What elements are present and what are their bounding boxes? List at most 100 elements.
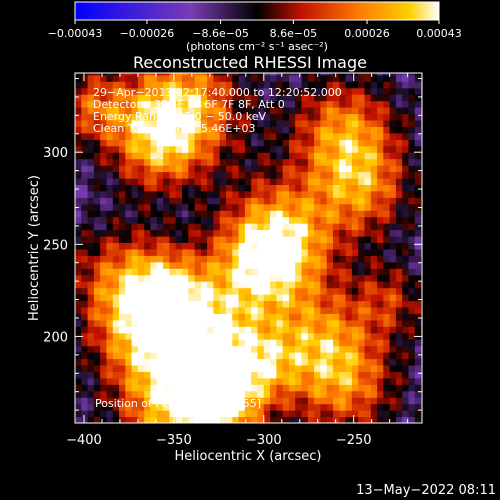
heatmap-cell [333, 132, 340, 140]
heatmap-cell [87, 261, 95, 269]
heatmap-cell [219, 216, 227, 224]
heatmap-cell [156, 390, 164, 398]
heatmap-cell [402, 178, 410, 185]
heatmap-cell [414, 287, 422, 295]
heatmap-cell [333, 74, 340, 82]
colorbar-tick-label: 0.00026 [344, 27, 390, 40]
heatmap-cell [175, 319, 183, 327]
heatmap-cell [314, 139, 321, 147]
heatmap-cell [358, 216, 366, 224]
heatmap-cell [282, 74, 290, 82]
heatmap-cell [100, 145, 108, 153]
heatmap-cell [251, 171, 259, 179]
heatmap-cell [339, 126, 347, 134]
heatmap-cell [150, 203, 158, 211]
heatmap-cell [402, 365, 410, 372]
heatmap-cell [263, 339, 271, 347]
heatmap-cell [389, 203, 397, 211]
heatmap-cell [163, 416, 170, 423]
heatmap-cell [182, 377, 189, 385]
colorbar-tick-label: 8.6e−05 [270, 27, 317, 40]
heatmap-cell [301, 416, 309, 423]
heatmap-cell [389, 74, 397, 82]
heatmap-cell [150, 139, 158, 147]
heatmap-cell [238, 274, 246, 282]
heatmap-cell [295, 319, 303, 327]
heatmap-cell [351, 120, 359, 127]
heatmap-cell [226, 352, 233, 360]
heatmap-cell [175, 313, 183, 321]
heatmap-cell [251, 268, 259, 276]
heatmap-cell [314, 113, 321, 121]
heatmap-cell [333, 113, 340, 121]
heatmap-cell [119, 120, 126, 127]
heatmap-cell [320, 306, 328, 314]
heatmap-cell [238, 390, 246, 398]
heatmap-cell [377, 132, 384, 140]
heatmap-cell [106, 287, 114, 295]
heatmap-cell [389, 371, 397, 379]
heatmap-cell [339, 190, 347, 198]
heatmap-cell [75, 248, 82, 256]
heatmap-cell [119, 358, 126, 366]
heatmap-cell [219, 397, 227, 405]
heatmap-cell [87, 416, 95, 423]
heatmap-cell [364, 390, 372, 398]
heatmap-cell [131, 132, 139, 140]
heatmap-cell [395, 384, 403, 392]
heatmap-cell [244, 203, 252, 211]
heatmap-cell [345, 152, 353, 160]
heatmap-cell [232, 139, 240, 147]
heatmap-cell [270, 210, 277, 218]
heatmap-cell [207, 158, 214, 166]
heatmap-cell [169, 390, 177, 398]
heatmap-cell [282, 236, 290, 243]
heatmap-cell [270, 190, 277, 198]
heatmap-cell [289, 326, 296, 334]
colorbar-tick-label: −0.00043 [48, 27, 103, 40]
heatmap-cell [219, 107, 227, 115]
heatmap-cell [263, 410, 271, 418]
heatmap-cell [263, 94, 271, 102]
heatmap-cell [408, 100, 416, 108]
heatmap-cell [137, 165, 145, 173]
heatmap-cell [169, 216, 177, 224]
heatmap-cell [314, 410, 321, 418]
heatmap-cell [320, 229, 328, 237]
heatmap-cell [188, 190, 196, 198]
heatmap-cell [263, 390, 271, 398]
heatmap-cell [370, 120, 378, 127]
heatmap-cell [238, 319, 246, 327]
heatmap-cell [364, 319, 372, 327]
heatmap-cell [339, 319, 347, 327]
heatmap-cell [307, 326, 315, 334]
heatmap-cell [270, 377, 277, 385]
heatmap-cell [383, 126, 391, 134]
heatmap-cell [289, 113, 296, 121]
heatmap-cell [402, 113, 410, 121]
heatmap-cell [414, 358, 422, 366]
heatmap-cell [270, 74, 277, 82]
heatmap-cell [307, 120, 315, 127]
heatmap-cell [402, 120, 410, 127]
heatmap-cell [175, 139, 183, 147]
heatmap-cell [270, 274, 277, 282]
heatmap-cell [289, 100, 296, 108]
heatmap-cell [395, 126, 403, 134]
heatmap-cell [112, 145, 120, 153]
heatmap-cell [295, 132, 303, 140]
heatmap-cell [251, 126, 259, 134]
heatmap-cell [131, 216, 139, 224]
heatmap-cell [358, 255, 366, 263]
heatmap-cell [119, 165, 126, 173]
heatmap-cell [75, 339, 82, 347]
heatmap-cell [364, 248, 372, 256]
heatmap-cell [377, 152, 384, 160]
heatmap-cell [226, 132, 233, 140]
heatmap-cell [207, 300, 214, 308]
heatmap-cell [125, 242, 133, 250]
heatmap-cell [395, 248, 403, 256]
heatmap-cell [326, 377, 334, 385]
heatmap-cell [175, 410, 183, 418]
heatmap-cell [232, 332, 240, 340]
